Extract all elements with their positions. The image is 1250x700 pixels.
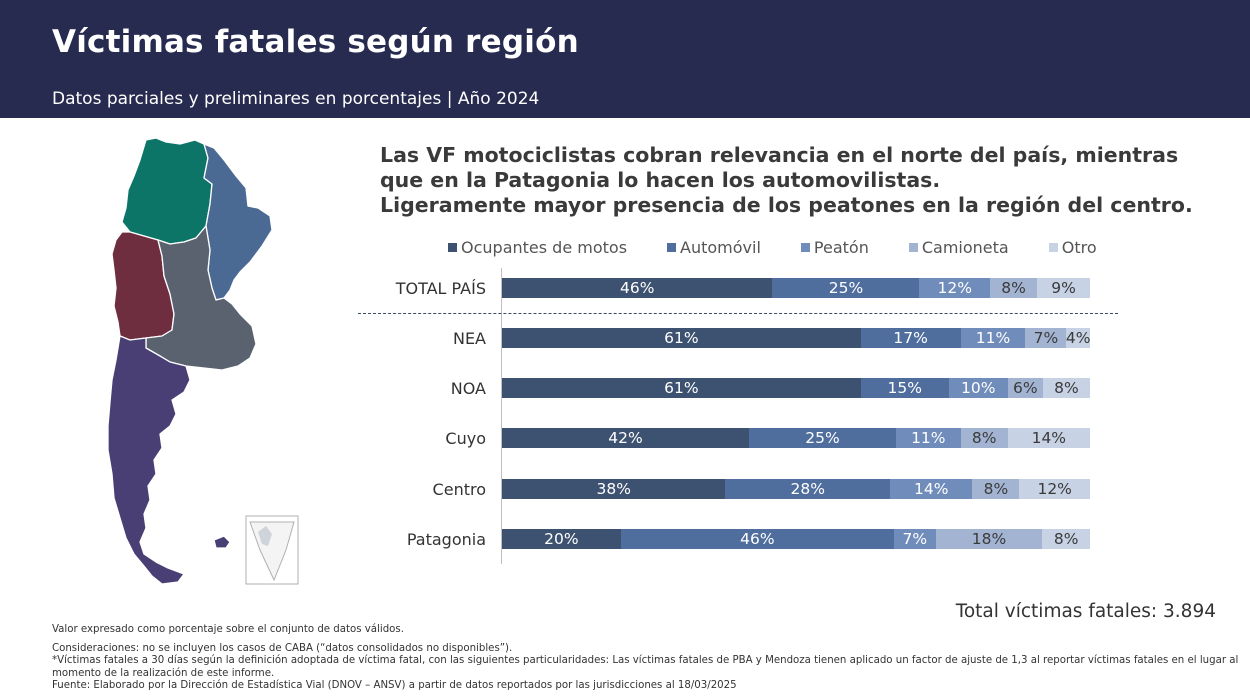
bar-segment: 7% [1025,328,1067,348]
bar-segment: 4% [1066,328,1090,348]
note-vf-definicion: *Víctimas fatales a 30 días según la def… [52,655,1239,679]
bar-segment: 8% [990,278,1038,298]
page-subtitle: Datos parciales y preliminares en porcen… [52,89,540,109]
category-label: TOTAL PAÍS [395,279,486,298]
legend-label: Otro [1061,237,1097,257]
bar-row: 38% 28% 14% 8% 12% [502,479,1090,499]
bar-segment: 8% [1042,378,1090,398]
bar-segment: 18% [935,529,1043,549]
legend-label: Ocupantes de motos [461,237,628,257]
map-region-centro [145,225,257,371]
chart-legend: Ocupantes de motos Automóvil Peatón Camione… [448,236,1097,258]
bar-segment: 8% [960,428,1008,448]
note-consideraciones: Consideraciones: no se incluyen los caso… [52,642,513,654]
bar-segment: 61% [502,328,861,348]
bar-segment: 14% [1007,428,1090,448]
bar-segment: 42% [502,428,749,448]
legend-label: Camioneta [921,237,1009,257]
bar-row: 61% 15% 10% 6% 8% [502,378,1090,398]
map-region-noa [121,137,213,245]
bar-segment: 25% [772,278,920,298]
legend-label: Peatón [813,237,869,257]
category-label: Centro [432,480,486,499]
bar-segment: 14% [890,479,973,499]
legend-swatch [448,242,457,252]
category-label: NEA [452,329,486,348]
headline-line-3: Ligeramente mayor presencia de los peato… [380,193,1193,217]
bar-segment: 17% [860,328,961,348]
argentina-region-map [107,137,299,585]
bar-segment: 11% [895,428,961,448]
bar-segment: 7% [893,529,936,549]
antarctica-inset [245,515,299,585]
legend-swatch [1048,242,1058,252]
legend-item: Automóvil [667,236,761,258]
category-label: Patagonia [406,530,486,549]
bar-segment: 10% [948,378,1008,398]
legend-item: Otro [1048,236,1097,258]
bar-segment: 38% [502,479,726,499]
bar-row: 61% 17% 11% 7% 4% [502,328,1090,348]
footnotes: Valor expresado como porcentaje sobre el… [52,624,1242,693]
bar-segment: 20% [502,529,621,549]
note-fuente: Fuente: Elaborado por la Dirección de Es… [52,680,737,691]
legend-swatch [667,242,677,252]
legend-swatch [800,242,810,252]
bar-segment: 25% [748,428,896,448]
legend-item: Peatón [800,236,869,258]
map-region-islas [213,535,231,549]
note-valor: Valor expresado como porcentaje sobre el… [52,624,404,635]
header-banner: Víctimas fatales según región Datos parc… [0,0,1250,118]
bar-segment: 46% [502,278,773,298]
bar-segment: 46% [620,529,894,549]
bar-segment: 28% [725,479,891,499]
legend-label: Automóvil [680,237,761,257]
bar-row: 20% 46% 7% 18% 8% [502,529,1090,549]
total-victims: Total víctimas fatales: 3.894 [955,601,1216,622]
legend-swatch [908,242,918,252]
headline-line-1: Las VF motociclistas cobran relevancia e… [380,143,1179,167]
map-region-patagonia [107,335,191,585]
category-label: NOA [450,379,486,398]
chart-headline: Las VF motociclistas cobran relevancia e… [380,143,1220,218]
category-label: Cuyo [445,429,486,448]
chart-axis-line [501,268,502,564]
bar-segment: 8% [972,479,1020,499]
bar-row: 46% 25% 12% 8% 9% [502,278,1090,298]
bar-segment: 12% [1019,479,1090,499]
bar-row: 42% 25% 11% 8% 14% [502,428,1090,448]
bar-segment: 12% [919,278,991,298]
bar-segment: 61% [502,378,861,398]
total-separator-line [358,313,1118,314]
map-region-nea [203,143,273,301]
bar-segment: 11% [960,328,1026,348]
legend-item: Ocupantes de motos [448,236,627,258]
bar-segment: 8% [1042,529,1090,549]
headline-line-2: que en la Patagonia lo hacen los automov… [380,168,941,192]
page-title: Víctimas fatales según región [52,24,579,60]
legend-item: Camioneta [908,236,1009,258]
bar-segment: 9% [1037,278,1090,298]
bar-segment: 15% [860,378,949,398]
bar-segment: 6% [1007,378,1043,398]
